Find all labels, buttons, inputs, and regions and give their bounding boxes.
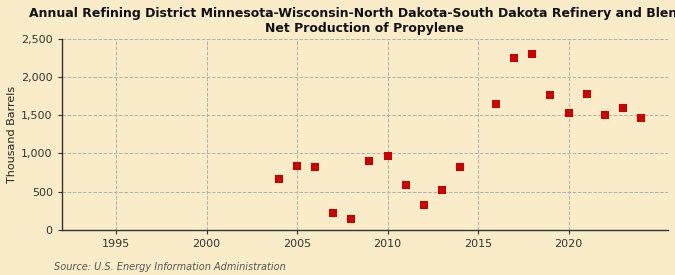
- Point: [599, 113, 610, 117]
- Point: [563, 111, 574, 115]
- Point: [400, 183, 411, 187]
- Y-axis label: Thousand Barrels: Thousand Barrels: [7, 86, 17, 183]
- Point: [491, 101, 502, 106]
- Point: [545, 92, 556, 97]
- Point: [437, 188, 448, 192]
- Point: [292, 164, 302, 169]
- Point: [346, 216, 356, 221]
- Point: [527, 52, 538, 56]
- Point: [509, 56, 520, 60]
- Point: [364, 159, 375, 163]
- Title: Annual Refining District Minnesota-Wisconsin-North Dakota-South Dakota Refinery : Annual Refining District Minnesota-Wisco…: [29, 7, 675, 35]
- Point: [635, 115, 646, 120]
- Point: [273, 177, 284, 181]
- Point: [382, 153, 393, 158]
- Point: [581, 92, 592, 96]
- Point: [618, 105, 628, 110]
- Text: Source: U.S. Energy Information Administration: Source: U.S. Energy Information Administ…: [54, 262, 286, 272]
- Point: [310, 165, 321, 169]
- Point: [328, 211, 339, 216]
- Point: [418, 202, 429, 207]
- Point: [454, 165, 465, 169]
